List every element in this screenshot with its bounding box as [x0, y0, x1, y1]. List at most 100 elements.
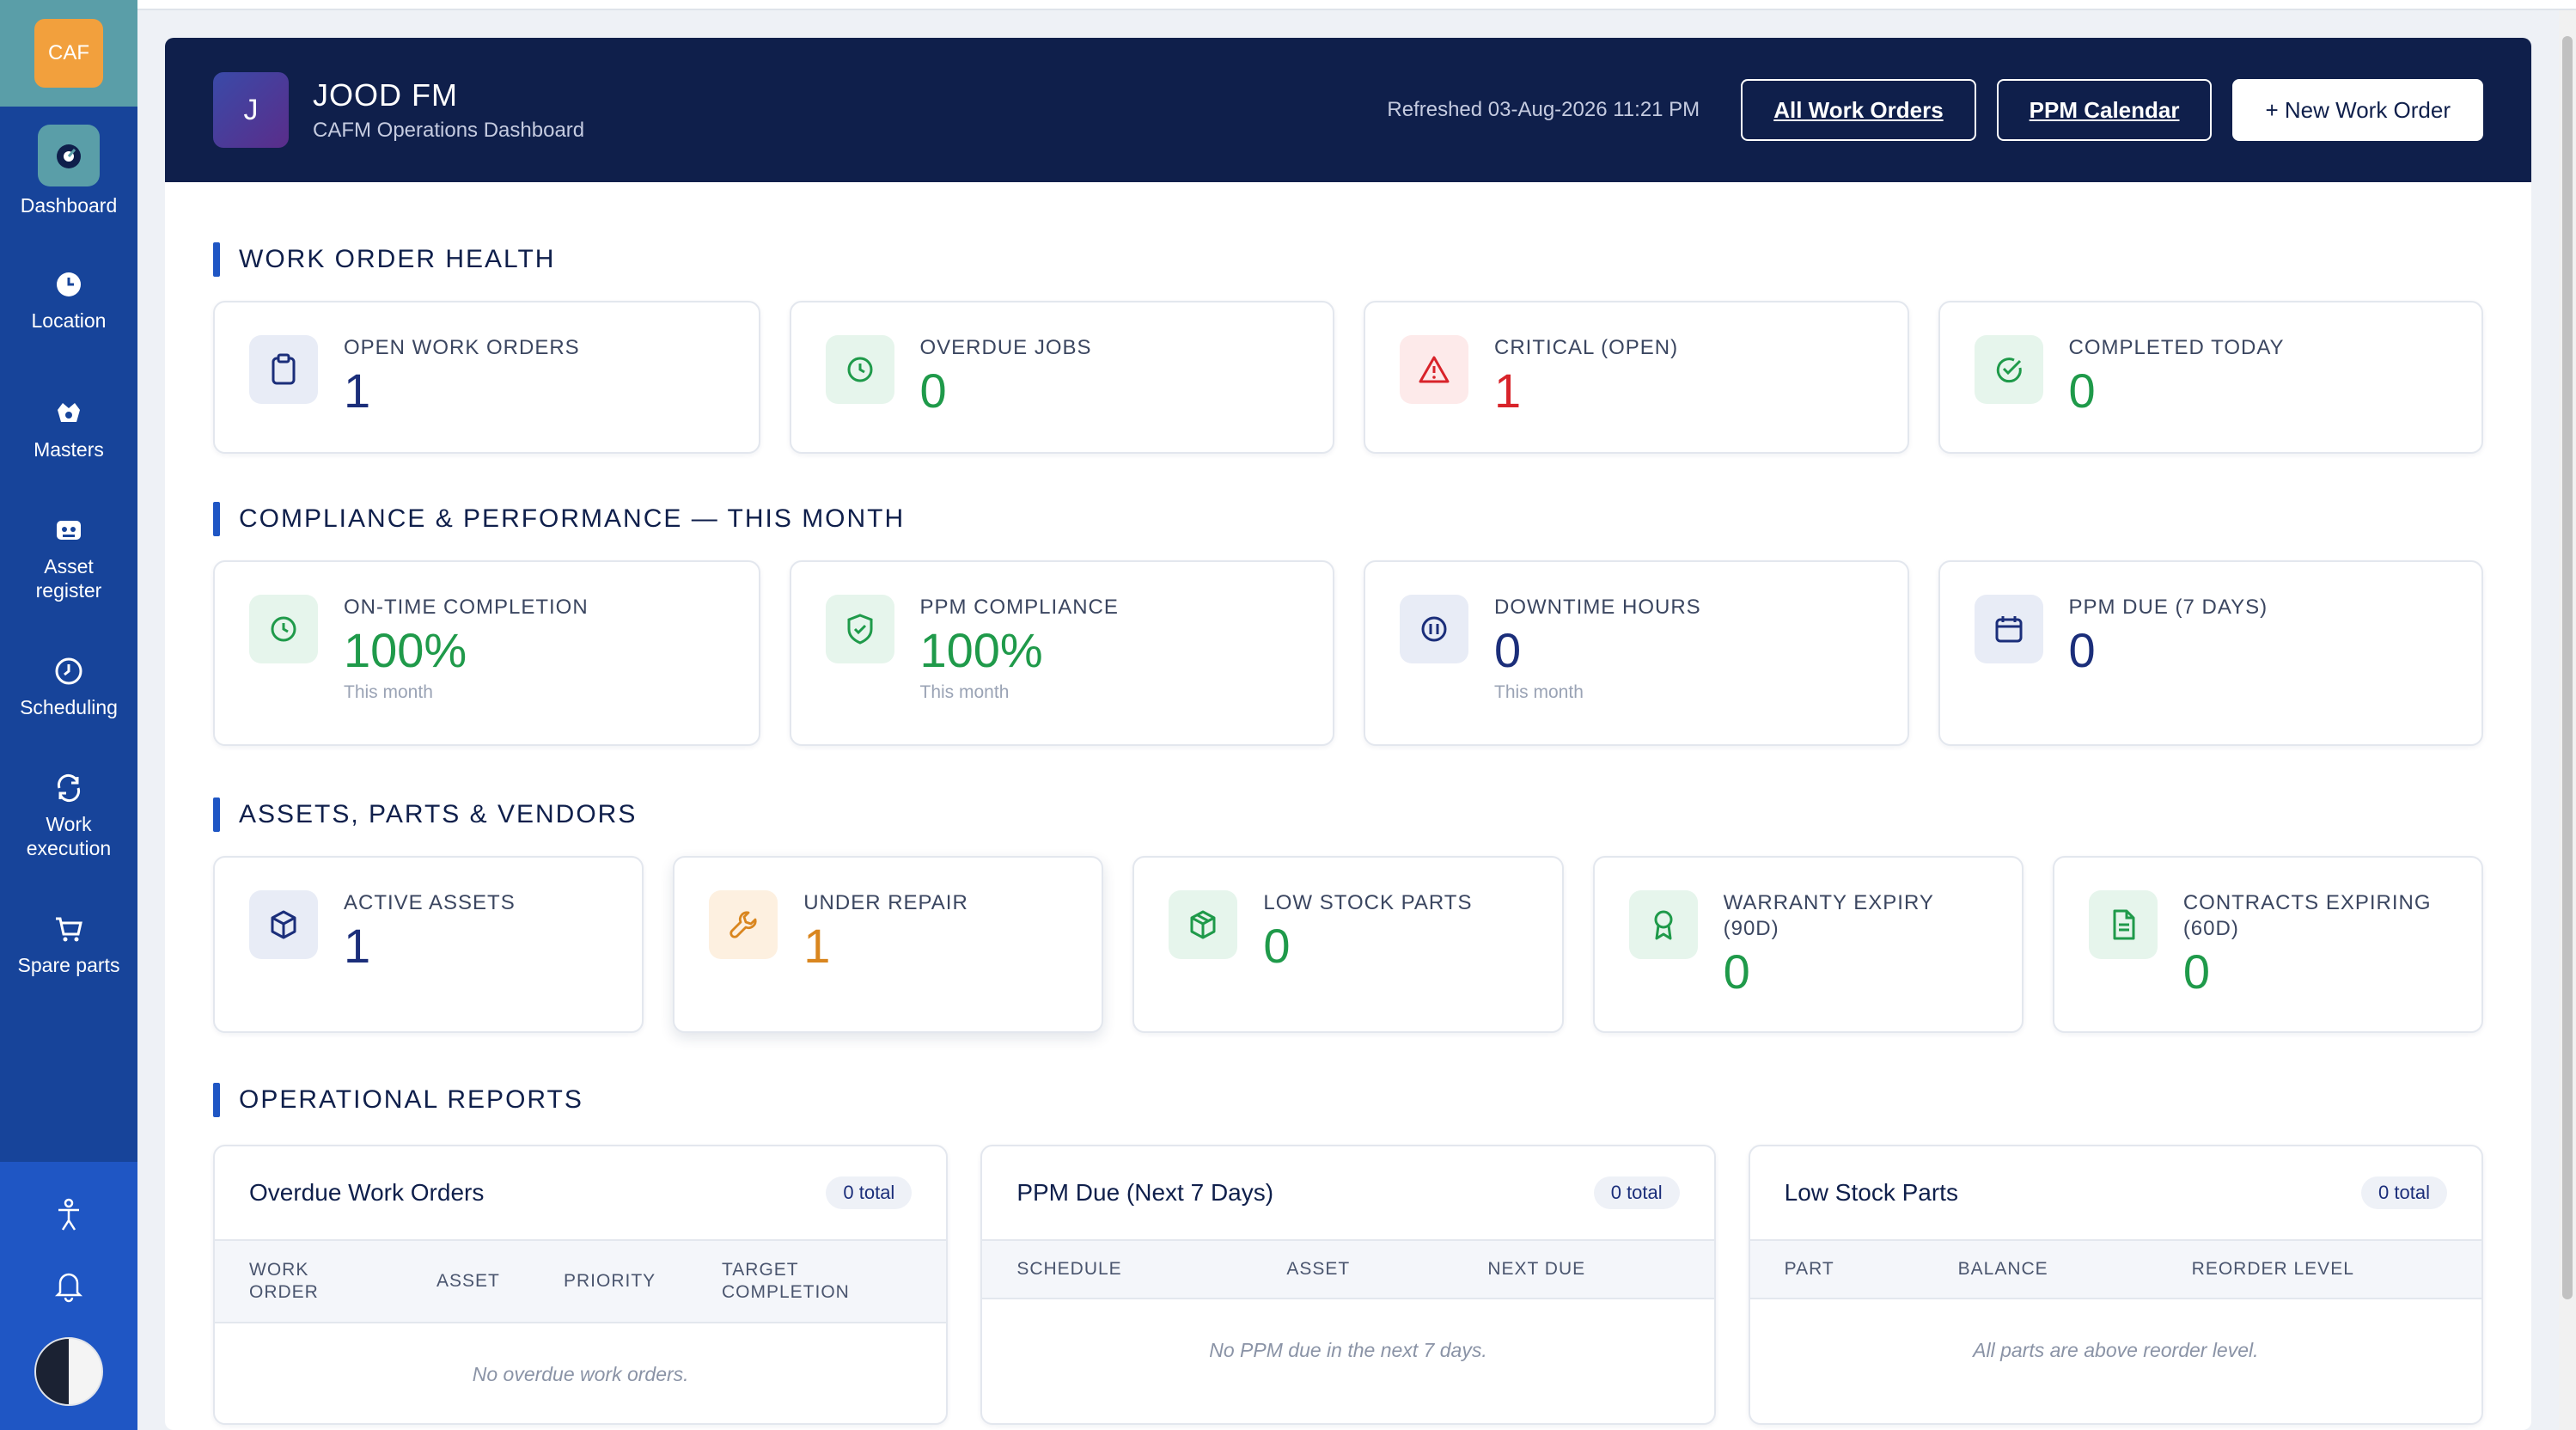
section-title-assets: ASSETS, PARTS & VENDORS — [213, 798, 2483, 832]
kpi-value: 1 — [344, 919, 371, 973]
pause-icon — [1400, 595, 1468, 663]
column-header[interactable]: ASSET — [1286, 1259, 1351, 1279]
column-header[interactable]: BALANCE — [1957, 1259, 2048, 1279]
sidebar-item-work-execution[interactable]: Work execution — [0, 751, 137, 880]
column-header[interactable]: PART — [1784, 1259, 1834, 1279]
kpi-contracts-expiring[interactable]: CONTRACTS EXPIRING (60D) 0 — [2052, 856, 2484, 1033]
report-low-stock-parts: Low Stock Parts 0 total PART BALANCE REO… — [1748, 1145, 2483, 1425]
kpi-value: 0 — [1494, 623, 1522, 677]
total-badge: 0 total — [2361, 1176, 2447, 1209]
kpi-value: 100% — [919, 623, 1043, 677]
sidebar-item-label: Masters — [34, 438, 104, 461]
sidebar: CAF Dashboard Location Masters — [0, 0, 137, 1430]
kpi-label: OVERDUE JOBS — [919, 336, 1092, 359]
column-header[interactable]: NEXT DUE — [1487, 1259, 1586, 1279]
total-badge: 0 total — [1593, 1176, 1680, 1209]
kpi-label: CONTRACTS EXPIRING (60D) — [2182, 891, 2432, 940]
total-badge: 0 total — [826, 1176, 913, 1209]
warning-icon — [1400, 335, 1468, 404]
column-header[interactable]: SCHEDULE — [1016, 1259, 1122, 1279]
spare-parts-icon — [52, 912, 86, 946]
kpi-overdue-jobs[interactable]: OVERDUE JOBS 0 — [789, 301, 1334, 454]
sidebar-item-label: Spare parts — [17, 954, 120, 976]
kpi-subtext: This month — [344, 682, 433, 702]
kpi-ppm-due-7-days[interactable]: PPM DUE (7 DAYS) 0 — [1938, 560, 2483, 746]
report-header: PPM Due (Next 7 Days) 0 total — [982, 1146, 1713, 1239]
report-title: PPM Due (Next 7 Days) — [1016, 1179, 1274, 1206]
kpi-ppm-compliance[interactable]: PPM COMPLIANCE 100% This month — [789, 560, 1334, 746]
compliance-cards: ON-TIME COMPLETION 100% This month PPM C… — [213, 560, 2483, 746]
table-header: SCHEDULE ASSET NEXT DUE — [982, 1239, 1714, 1299]
brand-text: JOOD FM CAFM Operations Dashboard — [313, 77, 584, 143]
new-work-order-button[interactable]: + New Work Order — [2232, 79, 2483, 141]
asset-register-icon — [52, 513, 86, 547]
sidebar-item-scheduling[interactable]: Scheduling — [0, 622, 137, 751]
kpi-under-repair[interactable]: UNDER REPAIR 1 — [673, 856, 1104, 1033]
bell-icon[interactable] — [50, 1267, 88, 1305]
avatar[interactable] — [34, 1337, 103, 1406]
kpi-low-stock-parts[interactable]: LOW STOCK PARTS 0 — [1132, 856, 1564, 1033]
kpi-label: ON-TIME COMPLETION — [344, 596, 589, 619]
sidebar-item-label: Scheduling — [20, 696, 118, 718]
kpi-warranty-expiry[interactable]: WARRANTY EXPIRY (90D) 0 — [1592, 856, 2024, 1033]
kpi-label: CRITICAL (OPEN) — [1494, 336, 1679, 359]
kpi-value: 0 — [2068, 623, 2096, 677]
kpi-active-assets[interactable]: ACTIVE ASSETS 1 — [213, 856, 644, 1033]
brand-badge: J — [213, 72, 289, 148]
kpi-label: DOWNTIME HOURS — [1494, 596, 1701, 619]
table-header: PART BALANCE REORDER LEVEL — [1749, 1239, 2481, 1299]
column-header[interactable]: REORDER LEVEL — [2191, 1259, 2354, 1279]
sidebar-item-asset-register[interactable]: Asset register — [0, 493, 137, 622]
work-execution-icon — [52, 771, 86, 805]
accessibility-icon[interactable] — [50, 1196, 88, 1234]
kpi-label: COMPLETED TODAY — [2068, 336, 2285, 359]
kpi-on-time-completion[interactable]: ON-TIME COMPLETION 100% This month — [213, 560, 760, 746]
kpi-value: 0 — [2182, 944, 2210, 999]
health-cards: OPEN WORK ORDERS 1 OVERDUE JOBS 0 — [213, 301, 2483, 454]
column-header[interactable]: PRIORITY — [564, 1271, 656, 1291]
kpi-critical-open[interactable]: CRITICAL (OPEN) 1 — [1364, 301, 1909, 454]
column-header[interactable]: TARGET COMPLETION — [722, 1260, 850, 1302]
sidebar-nav: Dashboard Location Masters Asset registe… — [0, 107, 137, 1009]
dashboard-header: J JOOD FM CAFM Operations Dashboard Refr… — [165, 38, 2531, 182]
app-logo[interactable]: CAF — [34, 19, 103, 88]
header-actions: Refreshed 03-Aug-2026 11:21 PM All Work … — [1387, 79, 2483, 141]
kpi-downtime-hours[interactable]: DOWNTIME HOURS 0 This month — [1364, 560, 1909, 746]
check-circle-icon — [1974, 335, 2043, 404]
kpi-subtext: This month — [919, 682, 1010, 702]
section-title-health: WORK ORDER HEALTH — [213, 242, 2483, 277]
scrollbar-thumb[interactable] — [2562, 36, 2573, 1299]
kpi-completed-today[interactable]: COMPLETED TODAY 0 — [1938, 301, 2483, 454]
page-subtitle: CAFM Operations Dashboard — [313, 119, 585, 142]
all-work-orders-button[interactable]: All Work Orders — [1741, 79, 1976, 141]
reports-row: Overdue Work Orders 0 total WORK ORDER A… — [213, 1145, 2483, 1425]
cube-icon — [249, 890, 318, 959]
kpi-label: ACTIVE ASSETS — [344, 891, 516, 914]
page-scrollbar[interactable] — [2559, 10, 2576, 1430]
sidebar-item-label: Work execution — [26, 813, 112, 859]
sidebar-bottom — [0, 1162, 137, 1430]
kpi-label: PPM COMPLIANCE — [919, 596, 1119, 619]
location-icon — [52, 267, 86, 302]
sidebar-item-spare-parts[interactable]: Spare parts — [0, 880, 137, 1009]
ppm-calendar-button[interactable]: PPM Calendar — [1996, 79, 2213, 141]
main-panel: J JOOD FM CAFM Operations Dashboard Refr… — [165, 38, 2531, 1430]
clipboard-icon — [249, 335, 318, 404]
report-title: Low Stock Parts — [1784, 1179, 1958, 1206]
report-title: Overdue Work Orders — [249, 1179, 485, 1206]
shield-check-icon — [825, 595, 894, 663]
document-icon — [2088, 890, 2158, 959]
kpi-label: UNDER REPAIR — [803, 891, 968, 914]
section-accent-bar — [213, 242, 220, 277]
column-header[interactable]: ASSET — [436, 1271, 500, 1291]
column-header[interactable]: WORK ORDER — [249, 1260, 319, 1302]
kpi-value: 1 — [344, 364, 371, 418]
sidebar-item-masters[interactable]: Masters — [0, 364, 137, 493]
kpi-open-work-orders[interactable]: OPEN WORK ORDERS 1 — [213, 301, 760, 454]
sidebar-item-location[interactable]: Location — [0, 235, 137, 364]
clock-icon — [825, 335, 894, 404]
kpi-label: LOW STOCK PARTS — [1263, 891, 1473, 914]
sidebar-item-dashboard[interactable]: Dashboard — [0, 107, 137, 235]
dashboard-content: WORK ORDER HEALTH OPEN WORK ORDERS 1 — [165, 242, 2531, 1425]
kpi-value: 100% — [344, 623, 467, 677]
